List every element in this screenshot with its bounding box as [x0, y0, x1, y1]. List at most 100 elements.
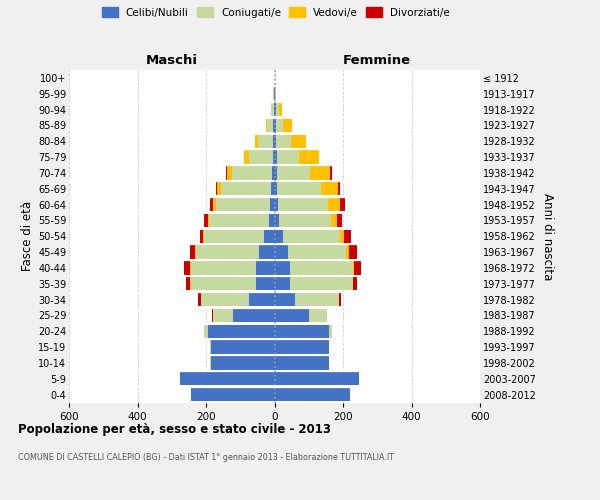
Bar [275, 261, 290, 274]
Bar [249, 293, 275, 306]
Bar [198, 293, 201, 306]
Bar [226, 166, 227, 179]
Bar [204, 324, 208, 338]
Bar [274, 118, 275, 132]
Bar [217, 182, 221, 196]
Bar [346, 246, 349, 259]
Bar [275, 230, 283, 243]
Bar [211, 356, 275, 370]
Bar [283, 118, 292, 132]
Bar [275, 103, 279, 117]
Bar [191, 277, 256, 290]
Bar [295, 293, 339, 306]
Bar [259, 246, 275, 259]
Bar [309, 308, 326, 322]
Y-axis label: Fasce di età: Fasce di età [20, 201, 34, 272]
Bar [290, 134, 306, 148]
Bar [274, 103, 275, 117]
Text: Femmine: Femmine [343, 54, 412, 68]
Bar [329, 324, 332, 338]
Bar [339, 293, 341, 306]
Bar [221, 182, 271, 196]
Bar [275, 182, 277, 196]
Bar [275, 372, 359, 386]
Bar [264, 230, 275, 243]
Bar [275, 87, 276, 101]
Bar [310, 166, 331, 179]
Bar [211, 340, 275, 354]
Bar [204, 214, 208, 227]
Bar [275, 166, 277, 179]
Bar [190, 246, 194, 259]
Bar [208, 324, 275, 338]
Bar [212, 308, 213, 322]
Bar [181, 372, 275, 386]
Bar [277, 150, 299, 164]
Bar [194, 246, 196, 259]
Bar [340, 230, 344, 243]
Bar [353, 277, 358, 290]
Legend: Celibi/Nubili, Coniugati/e, Vedovi/e, Divorziati/e: Celibi/Nubili, Coniugati/e, Vedovi/e, Di… [100, 5, 452, 20]
Bar [349, 246, 358, 259]
Bar [276, 118, 283, 132]
Bar [232, 166, 272, 179]
Bar [340, 198, 345, 211]
Bar [338, 182, 340, 196]
Bar [227, 166, 232, 179]
Bar [244, 150, 249, 164]
Bar [266, 118, 274, 132]
Bar [256, 261, 275, 274]
Bar [275, 293, 295, 306]
Bar [290, 277, 353, 290]
Bar [328, 198, 340, 211]
Y-axis label: Anni di nascita: Anni di nascita [541, 192, 554, 280]
Bar [275, 214, 278, 227]
Bar [186, 277, 190, 290]
Bar [256, 277, 275, 290]
Bar [290, 261, 353, 274]
Bar [321, 182, 338, 196]
Bar [271, 198, 275, 211]
Bar [196, 246, 259, 259]
Bar [191, 261, 256, 274]
Bar [200, 230, 203, 243]
Bar [208, 214, 209, 227]
Bar [275, 118, 276, 132]
Bar [275, 388, 350, 402]
Bar [326, 308, 327, 322]
Bar [287, 246, 346, 259]
Bar [201, 293, 249, 306]
Bar [279, 103, 281, 117]
Bar [204, 230, 264, 243]
Bar [353, 261, 354, 274]
Text: Popolazione per età, sesso e stato civile - 2013: Popolazione per età, sesso e stato civil… [18, 422, 331, 436]
Text: COMUNE DI CASTELLI CALEPIO (BG) - Dati ISTAT 1° gennaio 2013 - Elaborazione TUTT: COMUNE DI CASTELLI CALEPIO (BG) - Dati I… [18, 452, 394, 462]
Bar [190, 277, 191, 290]
Bar [271, 182, 275, 196]
Bar [233, 308, 275, 322]
Bar [273, 134, 275, 148]
Bar [275, 324, 329, 338]
Bar [344, 230, 351, 243]
Bar [191, 388, 275, 402]
Bar [275, 150, 277, 164]
Bar [255, 134, 258, 148]
Bar [203, 230, 204, 243]
Bar [213, 198, 215, 211]
Bar [275, 308, 309, 322]
Bar [331, 214, 337, 227]
Bar [215, 182, 217, 196]
Bar [273, 150, 275, 164]
Bar [283, 230, 340, 243]
Bar [354, 261, 361, 274]
Bar [271, 103, 274, 117]
Bar [331, 166, 332, 179]
Bar [209, 214, 269, 227]
Bar [190, 261, 191, 274]
Bar [272, 166, 275, 179]
Bar [184, 261, 190, 274]
Bar [337, 214, 342, 227]
Bar [210, 198, 213, 211]
Bar [275, 246, 287, 259]
Bar [258, 134, 273, 148]
